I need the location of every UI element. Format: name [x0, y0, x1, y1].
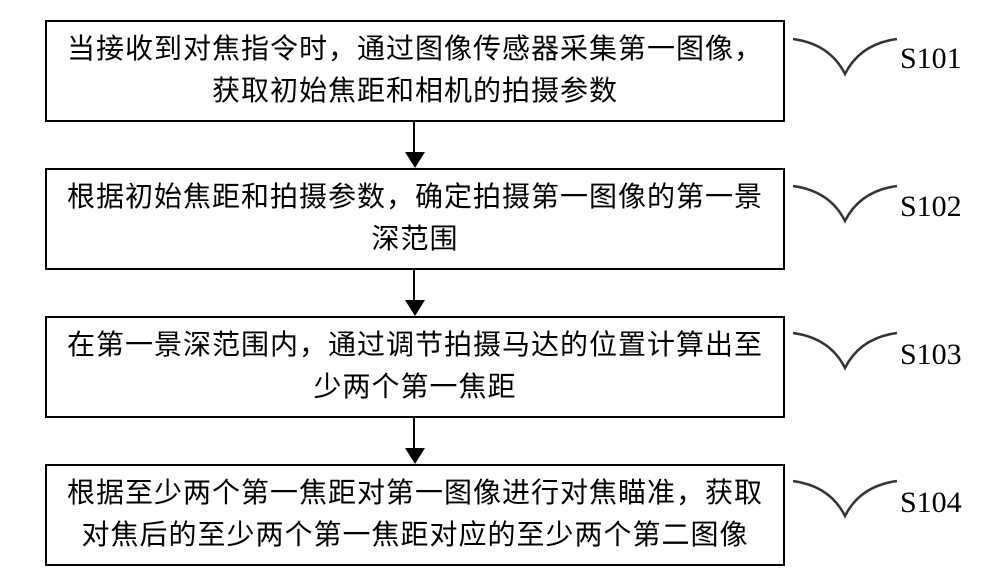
- arrow-s102-s103-head: [405, 300, 425, 316]
- step-text-s104: 根据至少两个第一焦距对第一图像进行对焦瞄准，获取对焦后的至少两个第一焦距对应的至…: [65, 473, 765, 557]
- brace-s102: [790, 181, 900, 261]
- arrow-s101-s102-head: [405, 152, 425, 168]
- step-label-s101: S101: [900, 42, 962, 76]
- step-label-s102: S102: [900, 190, 962, 224]
- step-box-s102: 根据初始焦距和拍摄参数，确定拍摄第一图像的第一景深范围: [45, 168, 785, 270]
- step-label-s104: S104: [900, 486, 962, 520]
- arrow-s102-s103-line: [413, 270, 415, 300]
- step-label-s103: S103: [900, 338, 962, 372]
- step-text-s102: 根据初始焦距和拍摄参数，确定拍摄第一图像的第一景深范围: [65, 177, 765, 261]
- brace-s101: [790, 34, 900, 114]
- brace-s104: [790, 476, 900, 556]
- step-box-s103: 在第一景深范围内，通过调节拍摄马达的位置计算出至少两个第一焦距: [45, 316, 785, 418]
- flowchart-canvas: 当接收到对焦指令时，通过图像传感器采集第一图像，获取初始焦距和相机的拍摄参数 S…: [0, 0, 1000, 584]
- step-box-s101: 当接收到对焦指令时，通过图像传感器采集第一图像，获取初始焦距和相机的拍摄参数: [45, 20, 785, 122]
- brace-s103: [790, 328, 900, 408]
- step-text-s101: 当接收到对焦指令时，通过图像传感器采集第一图像，获取初始焦距和相机的拍摄参数: [65, 29, 765, 113]
- arrow-s101-s102-line: [413, 122, 415, 152]
- arrow-s103-s104-head: [405, 448, 425, 464]
- step-text-s103: 在第一景深范围内，通过调节拍摄马达的位置计算出至少两个第一焦距: [65, 325, 765, 409]
- arrow-s103-s104-line: [413, 418, 415, 448]
- step-box-s104: 根据至少两个第一焦距对第一图像进行对焦瞄准，获取对焦后的至少两个第一焦距对应的至…: [45, 464, 785, 566]
